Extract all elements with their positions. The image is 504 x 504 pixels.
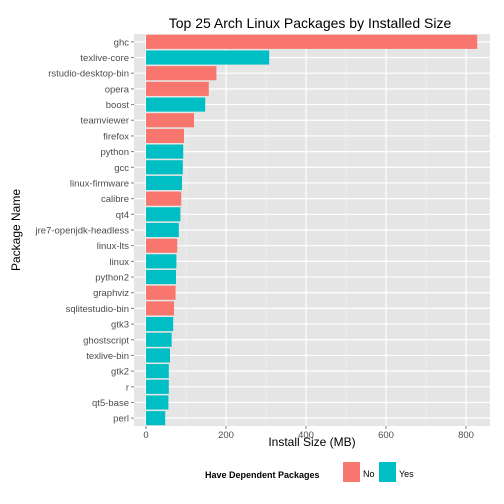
x-ticks: 0 200 400 600 800 (143, 426, 474, 441)
bar-sqlitestudio-bin (146, 301, 174, 316)
bar-python2 (146, 269, 176, 285)
x-tick-label: 400 (298, 430, 314, 441)
y-axis-title: Package Name (9, 189, 23, 271)
legend-key-yes (379, 462, 396, 482)
y-tick-label: firefox (103, 131, 129, 142)
y-tick-label: gtk3 (111, 320, 129, 331)
y-tick-label: qt5-base (92, 398, 129, 409)
x-tick-label: 600 (378, 430, 394, 441)
y-tick-label: teamviewer (80, 116, 129, 127)
legend-key-no (343, 462, 360, 482)
y-tick-label: linux-lts (97, 241, 129, 252)
y-tick-label: graphviz (93, 288, 129, 299)
bar-gtk2 (146, 364, 169, 379)
bar-qt4 (146, 207, 181, 222)
bar-texlive-bin (146, 348, 170, 363)
y-tick-label: ghc (114, 37, 130, 48)
y-tick-labels: ghc texlive-core rstudio-desktop-bin opera b… (35, 37, 134, 425)
bar-gcc (146, 160, 183, 175)
bar-teamviewer (146, 113, 194, 128)
bar-rstudio-desktop-bin (146, 66, 217, 81)
y-tick-label: texlive-core (80, 53, 129, 64)
bar-calibre (146, 191, 182, 206)
y-tick-label: perl (113, 414, 129, 425)
y-tick-label: sqlitestudio-bin (66, 304, 129, 315)
bar-qt5-base (146, 395, 169, 410)
y-tick-label: rstudio-desktop-bin (48, 69, 129, 80)
y-tick-label: linux-firmware (70, 178, 129, 189)
x-tick-label: 800 (458, 430, 474, 441)
bar-graphviz (146, 285, 176, 300)
y-tick-label: gtk2 (111, 367, 129, 378)
bar-linux-firmware (146, 175, 182, 191)
bar-ghc (146, 34, 478, 49)
chart-title: Top 25 Arch Linux Packages by Installed … (169, 15, 452, 31)
bar-linux (146, 254, 177, 269)
bar-r (146, 379, 169, 394)
bar-boost (146, 97, 206, 112)
bar-firefox (146, 128, 184, 143)
y-tick-label: jre7-openjdk-headless (35, 226, 130, 237)
bar-python (146, 144, 184, 159)
legend-title: Have Dependent Packages (205, 470, 320, 480)
legend: Have Dependent Packages No Yes (205, 462, 414, 482)
y-tick-label: qt4 (116, 210, 129, 221)
y-tick-label: linux (109, 257, 129, 268)
y-tick-label: calibre (101, 194, 129, 205)
bar-texlive-core (146, 50, 270, 65)
bar-jre7-openjdk-headless (146, 222, 179, 238)
y-tick-label: texlive-bin (86, 351, 129, 362)
x-tick-label: 0 (143, 430, 148, 441)
x-axis-title: Install Size (MB) (268, 435, 355, 449)
y-tick-label: ghostscript (83, 335, 129, 346)
y-tick-label: r (126, 382, 129, 393)
x-tick-label: 200 (218, 430, 234, 441)
legend-label-yes: Yes (399, 469, 414, 479)
bar-group (146, 34, 478, 426)
y-tick-label: gcc (114, 163, 129, 174)
y-tick-label: opera (105, 84, 130, 95)
bar-perl (146, 411, 166, 426)
bar-linux-lts (146, 238, 178, 253)
y-tick-label: python2 (95, 273, 129, 284)
legend-label-no: No (363, 469, 375, 479)
bar-gtk3 (146, 317, 174, 332)
y-tick-label: boost (106, 100, 130, 111)
bar-opera (146, 81, 209, 96)
y-tick-label: python (100, 147, 129, 158)
bar-ghostscript (146, 332, 172, 347)
